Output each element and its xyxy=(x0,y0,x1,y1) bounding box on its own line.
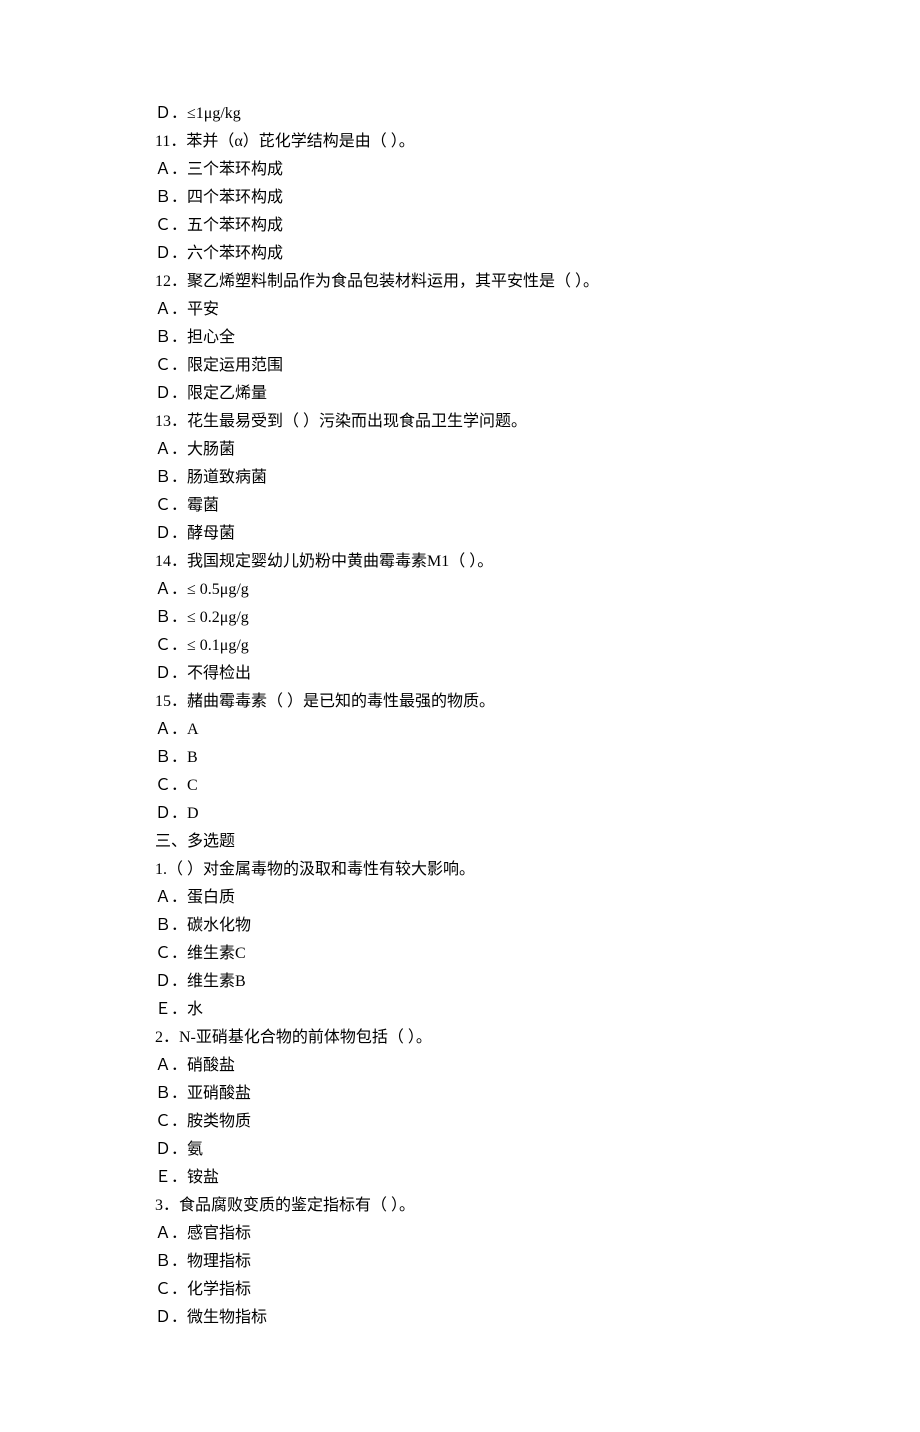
text-line: Ｃ．胺类物质 xyxy=(155,1108,765,1136)
text-line: Ａ．平安 xyxy=(155,296,765,324)
text-line: Ｃ．≤ 0.1μg/g xyxy=(155,632,765,660)
text-line: Ｂ．担心全 xyxy=(155,324,765,352)
document-page: Ｄ．≤1μg/kg 11．苯并（α）芘化学结构是由（ ）。 Ａ．三个苯环构成 Ｂ… xyxy=(0,0,920,1432)
text-line: Ａ．大肠菌 xyxy=(155,436,765,464)
text-line: Ｂ．碳水化物 xyxy=(155,912,765,940)
text-line: Ａ．≤ 0.5μg/g xyxy=(155,576,765,604)
text-line: Ａ．A xyxy=(155,716,765,744)
text-line: Ｃ．化学指标 xyxy=(155,1276,765,1304)
text-line: Ｃ．霉菌 xyxy=(155,492,765,520)
text-line: Ｂ．B xyxy=(155,744,765,772)
text-line: Ｃ．限定运用范围 xyxy=(155,352,765,380)
text-line: 13．花生最易受到（ ）污染而出现食品卫生学问题。 xyxy=(155,408,765,436)
text-line: Ｄ．D xyxy=(155,800,765,828)
text-line: Ｂ．四个苯环构成 xyxy=(155,184,765,212)
text-line: Ｃ．C xyxy=(155,772,765,800)
text-line: Ｃ．五个苯环构成 xyxy=(155,212,765,240)
text-line: 1.（ ）对金属毒物的汲取和毒性有较大影响。 xyxy=(155,856,765,884)
text-line: Ｄ．酵母菌 xyxy=(155,520,765,548)
text-line: Ｄ．氨 xyxy=(155,1136,765,1164)
text-line: Ａ．三个苯环构成 xyxy=(155,156,765,184)
text-line: Ｄ．六个苯环构成 xyxy=(155,240,765,268)
text-line: Ｄ．≤1μg/kg xyxy=(155,100,765,128)
text-line: Ｂ．物理指标 xyxy=(155,1248,765,1276)
text-line: Ｃ．维生素C xyxy=(155,940,765,968)
text-line: 11．苯并（α）芘化学结构是由（ ）。 xyxy=(155,128,765,156)
text-line: Ａ．蛋白质 xyxy=(155,884,765,912)
text-line: 3．食品腐败变质的鉴定指标有（ ）。 xyxy=(155,1192,765,1220)
text-line: Ｅ．铵盐 xyxy=(155,1164,765,1192)
text-line: Ｄ．不得检出 xyxy=(155,660,765,688)
text-line: Ｂ．亚硝酸盐 xyxy=(155,1080,765,1108)
text-line: Ｄ．限定乙烯量 xyxy=(155,380,765,408)
text-line: Ａ．硝酸盐 xyxy=(155,1052,765,1080)
text-line: 三、多选题 xyxy=(155,828,765,856)
text-line: Ｂ．≤ 0.2μg/g xyxy=(155,604,765,632)
text-line: 14．我国规定婴幼儿奶粉中黄曲霉毒素M1（ ）。 xyxy=(155,548,765,576)
text-line: 12．聚乙烯塑料制品作为食品包装材料运用，其平安性是（ ）。 xyxy=(155,268,765,296)
text-line: Ｂ．肠道致病菌 xyxy=(155,464,765,492)
text-line: Ｄ．维生素B xyxy=(155,968,765,996)
text-line: Ａ．感官指标 xyxy=(155,1220,765,1248)
text-line: Ｅ．水 xyxy=(155,996,765,1024)
text-line: 15．赭曲霉毒素（ ）是已知的毒性最强的物质。 xyxy=(155,688,765,716)
text-line: 2．N-亚硝基化合物的前体物包括（ ）。 xyxy=(155,1024,765,1052)
text-line: Ｄ．微生物指标 xyxy=(155,1304,765,1332)
